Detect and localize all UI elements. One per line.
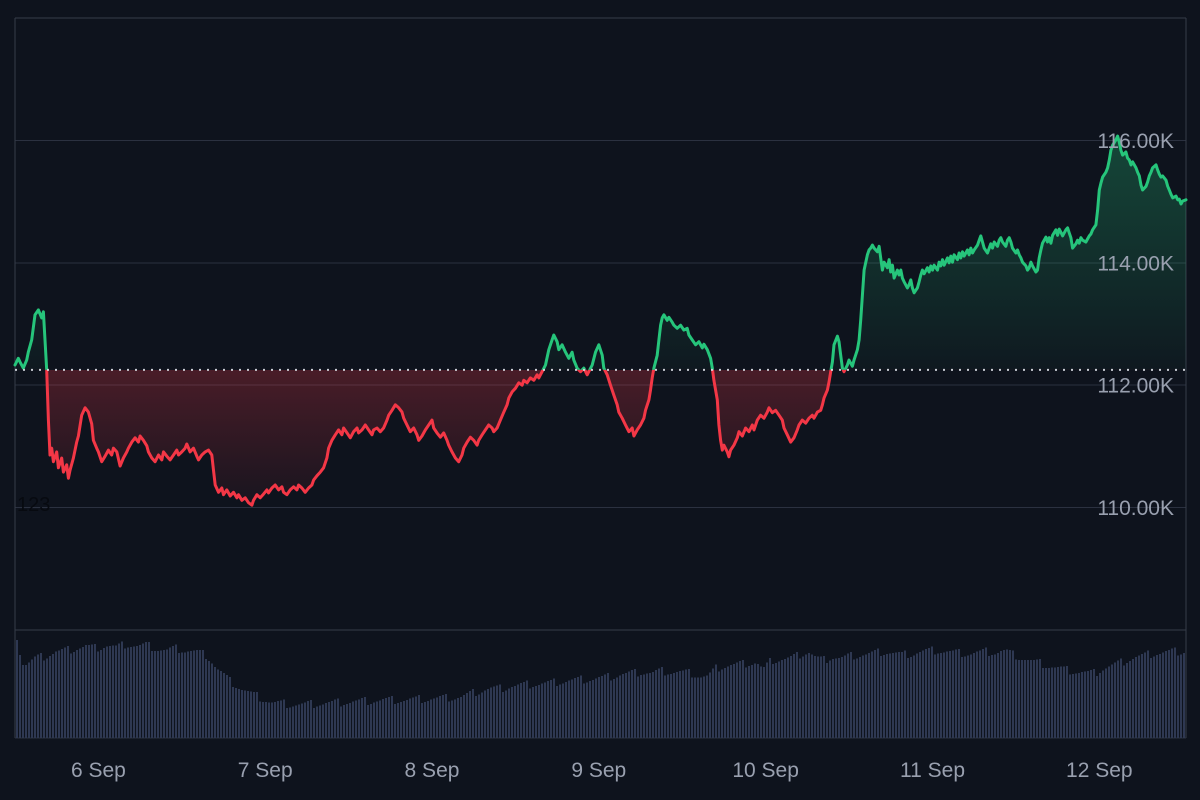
price-area-above-baseline bbox=[13, 134, 1188, 370]
y-axis-tick-label: 110.00K bbox=[1097, 497, 1174, 520]
y-axis-tick-label: 112.00K bbox=[1097, 375, 1174, 398]
x-axis-tick-label: 12 Sep bbox=[1066, 759, 1133, 782]
y-axis-price-labels: 116.00K 114.00K 112.00K 110.00K bbox=[1097, 130, 1174, 520]
y-axis-tick-label: 116.00K bbox=[1097, 130, 1174, 153]
x-axis-tick-label: 11 Sep bbox=[900, 759, 965, 782]
x-axis-tick-label: 7 Sep bbox=[238, 759, 293, 782]
x-axis-tick-label: 9 Sep bbox=[571, 759, 626, 782]
x-axis-tick-label: 8 Sep bbox=[405, 759, 460, 782]
x-axis-tick-label: 6 Sep bbox=[71, 759, 126, 782]
volume-bars bbox=[16, 639, 1185, 738]
x-axis-tick-label: 10 Sep bbox=[732, 759, 799, 782]
chart-watermark: 123 bbox=[17, 494, 51, 516]
y-axis-tick-label: 114.00K bbox=[1097, 252, 1174, 275]
x-axis-date-labels: 6 Sep 7 Sep 8 Sep 9 Sep 10 Sep 11 Sep 12 Sep bbox=[71, 759, 1133, 782]
price-area-below-baseline bbox=[15, 369, 1186, 507]
plot-frame-borders bbox=[14, 18, 1187, 738]
